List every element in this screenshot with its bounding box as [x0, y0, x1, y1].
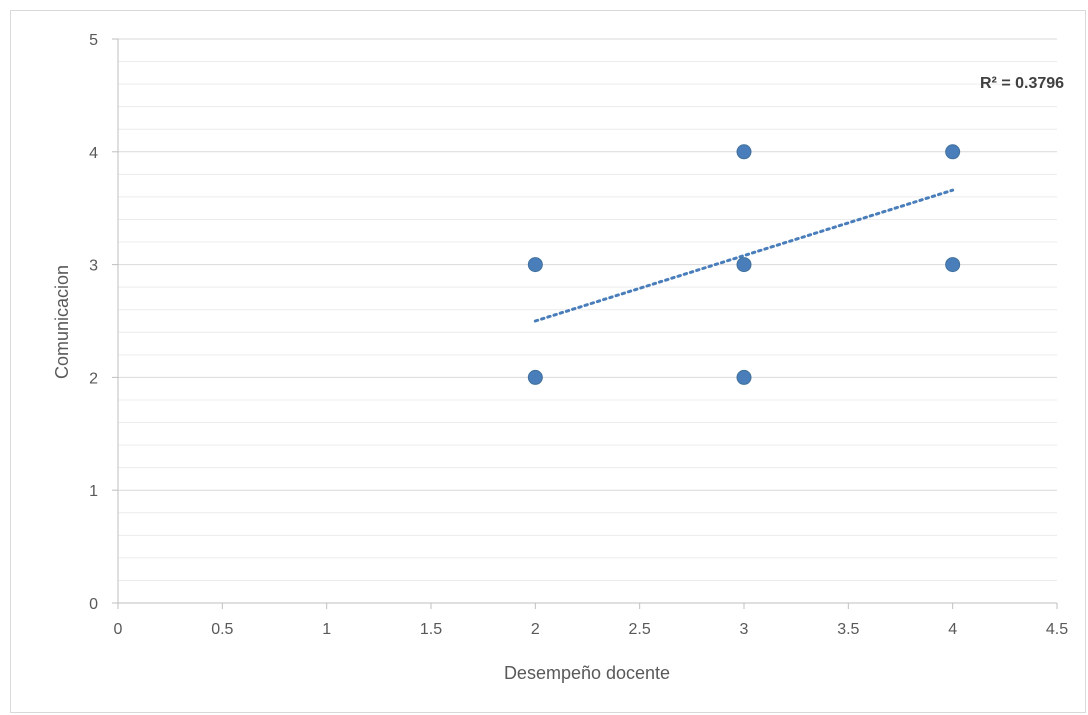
x-tick-label: 2.5 — [629, 621, 651, 638]
axes — [117, 39, 1057, 604]
trendline-group — [533, 188, 955, 323]
data-point — [736, 144, 752, 160]
y-tick-label: 2 — [89, 370, 98, 387]
x-axis-ticks: 0 0.5 1 1.5 2 2.5 3 3.5 4 4.5 — [114, 603, 1068, 638]
data-point — [945, 144, 961, 160]
x-tick-label: 2 — [531, 621, 540, 638]
major-gridlines — [118, 38, 1057, 491]
data-points — [527, 144, 961, 385]
x-tick-label: 3 — [740, 621, 749, 638]
x-tick-label: 0 — [114, 621, 123, 638]
chart-frame — [10, 10, 1086, 713]
x-axis-title: Desempeño docente — [504, 663, 670, 683]
y-axis-ticks: 0 1 2 3 4 5 — [89, 32, 118, 613]
y-tick-label: 4 — [89, 145, 98, 162]
y-axis-title: Comunicacion — [52, 265, 72, 379]
data-point — [527, 257, 543, 273]
y-tick-label: 1 — [89, 483, 98, 500]
minor-gridlines — [118, 61, 1057, 581]
trendline — [533, 188, 955, 323]
data-point — [527, 369, 543, 385]
x-tick-label: 4 — [948, 621, 957, 638]
y-tick-label: 5 — [89, 32, 98, 49]
y-tick-label: 3 — [89, 258, 98, 275]
y-tick-label: 0 — [89, 596, 98, 613]
data-point — [736, 257, 752, 273]
x-tick-label: 0.5 — [211, 621, 233, 638]
x-tick-label: 1.5 — [420, 621, 442, 638]
data-point — [736, 369, 752, 385]
x-tick-label: 1 — [322, 621, 331, 638]
r-squared-label: R² = 0.3796 — [980, 75, 1064, 92]
x-tick-label: 4.5 — [1046, 621, 1068, 638]
x-tick-label: 3.5 — [837, 621, 859, 638]
data-point — [945, 257, 961, 273]
